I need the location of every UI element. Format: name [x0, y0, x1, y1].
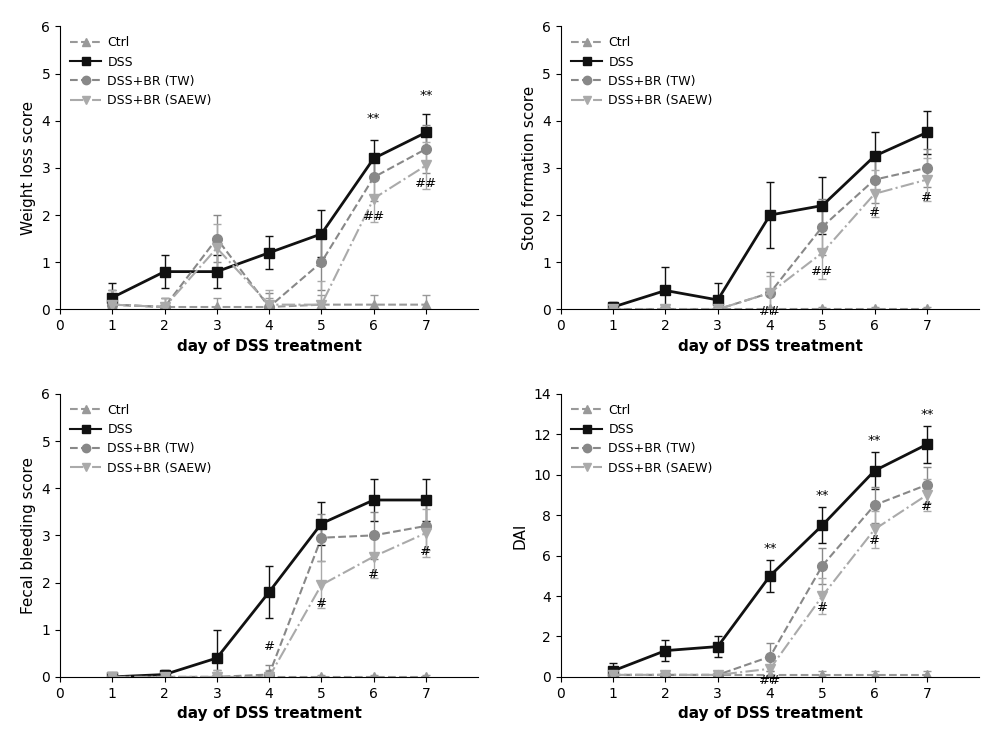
Text: #: # [368, 568, 379, 582]
X-axis label: day of DSS treatment: day of DSS treatment [177, 706, 362, 721]
Text: ##: ## [415, 177, 437, 190]
Text: **: ** [816, 489, 829, 502]
Text: #: # [921, 500, 932, 513]
Text: ##: ## [811, 265, 833, 278]
Text: #: # [420, 545, 432, 558]
Text: #: # [869, 206, 880, 219]
Text: **: ** [868, 434, 881, 447]
Text: #: # [869, 534, 880, 548]
Text: #: # [921, 191, 932, 205]
Text: #: # [817, 601, 828, 614]
Text: #: # [264, 640, 275, 653]
Y-axis label: Stool formation score: Stool formation score [522, 86, 537, 250]
Text: ##: ## [759, 305, 781, 318]
Legend: Ctrl, DSS, DSS+BR (TW), DSS+BR (SAEW): Ctrl, DSS, DSS+BR (TW), DSS+BR (SAEW) [66, 400, 216, 479]
Legend: Ctrl, DSS, DSS+BR (TW), DSS+BR (SAEW): Ctrl, DSS, DSS+BR (TW), DSS+BR (SAEW) [66, 33, 216, 111]
X-axis label: day of DSS treatment: day of DSS treatment [678, 706, 862, 721]
Text: **: ** [419, 89, 433, 102]
X-axis label: day of DSS treatment: day of DSS treatment [678, 338, 862, 354]
Text: #: # [316, 597, 327, 610]
Text: **: ** [367, 112, 380, 125]
X-axis label: day of DSS treatment: day of DSS treatment [177, 338, 362, 354]
Text: ##: ## [363, 210, 385, 223]
Text: **: ** [920, 408, 934, 421]
Text: ##: ## [759, 674, 781, 687]
Y-axis label: Fecal bleeding score: Fecal bleeding score [21, 457, 36, 614]
Text: **: ** [763, 542, 777, 554]
Y-axis label: Weight loss score: Weight loss score [21, 101, 36, 235]
Legend: Ctrl, DSS, DSS+BR (TW), DSS+BR (SAEW): Ctrl, DSS, DSS+BR (TW), DSS+BR (SAEW) [567, 400, 717, 479]
Y-axis label: DAI: DAI [513, 522, 528, 548]
Legend: Ctrl, DSS, DSS+BR (TW), DSS+BR (SAEW): Ctrl, DSS, DSS+BR (TW), DSS+BR (SAEW) [567, 33, 717, 111]
